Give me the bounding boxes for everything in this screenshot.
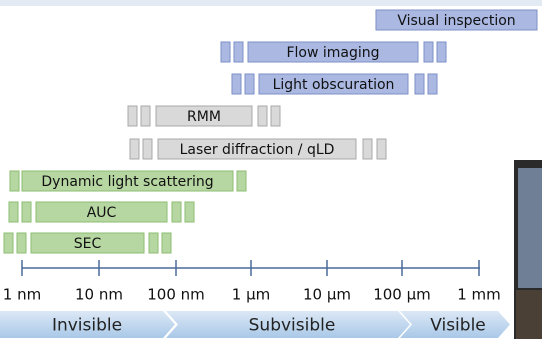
range-tick — [428, 74, 437, 94]
range-tick — [149, 233, 158, 253]
technique: Flow imaging — [221, 42, 446, 62]
technique-label: SEC — [74, 236, 102, 252]
range-tick — [234, 42, 243, 62]
zone-label: Invisible — [52, 316, 122, 336]
range-tick — [9, 202, 18, 222]
range-tick — [143, 139, 152, 159]
range-tick — [245, 74, 254, 94]
range-tick — [185, 202, 194, 222]
range-tick — [128, 106, 137, 126]
range-tick — [377, 139, 386, 159]
range-tick — [237, 171, 246, 191]
range-tick — [258, 106, 267, 126]
technique-label: Flow imaging — [286, 45, 379, 61]
range-tick — [162, 233, 171, 253]
range-tick — [232, 74, 241, 94]
range-tick — [172, 202, 181, 222]
axis-label: 1 nm — [3, 286, 41, 304]
range-tick — [10, 171, 19, 191]
axis-label: 100 µm — [373, 286, 431, 304]
range-tick — [17, 233, 26, 253]
photo — [514, 160, 542, 339]
zone-label: Visible — [430, 316, 486, 336]
range-tick — [130, 139, 139, 159]
technique: AUC — [9, 202, 194, 222]
range-tick — [363, 139, 372, 159]
top-band — [0, 0, 542, 6]
technique: Laser diffraction / qLD — [130, 139, 386, 159]
zone-label: Subvisible — [249, 316, 336, 336]
range-tick — [141, 106, 150, 126]
diagram: Visual inspection Flow imaging Light obscu… — [0, 0, 542, 339]
axis-label: 10 nm — [75, 286, 123, 304]
technique: Visual inspection — [376, 10, 537, 30]
axis-label: 1 mm — [457, 286, 501, 304]
range-tick — [271, 106, 280, 126]
range-tick — [4, 233, 13, 253]
technique: SEC — [4, 233, 171, 253]
technique-label: Light obscuration — [273, 77, 395, 93]
technique-label: RMM — [187, 109, 221, 125]
technique: RMM — [128, 106, 280, 126]
axis: 1 nm 10 nm 100 nm 1 µm 10 µm 100 µm 1 mm — [3, 260, 501, 304]
range-tick — [424, 42, 433, 62]
technique-label: AUC — [87, 205, 117, 221]
technique-label: Visual inspection — [397, 13, 515, 29]
technique: Dynamic light scattering — [10, 171, 246, 191]
axis-label: 1 µm — [232, 286, 270, 304]
range-tick — [221, 42, 230, 62]
technique: Light obscuration — [232, 74, 437, 94]
technique-label: Dynamic light scattering — [41, 174, 213, 190]
range-tick — [415, 74, 424, 94]
technique-label: Laser diffraction / qLD — [180, 142, 335, 158]
range-tick — [22, 202, 31, 222]
range-tick — [437, 42, 446, 62]
axis-label: 10 µm — [303, 286, 351, 304]
axis-label: 100 nm — [147, 286, 205, 304]
